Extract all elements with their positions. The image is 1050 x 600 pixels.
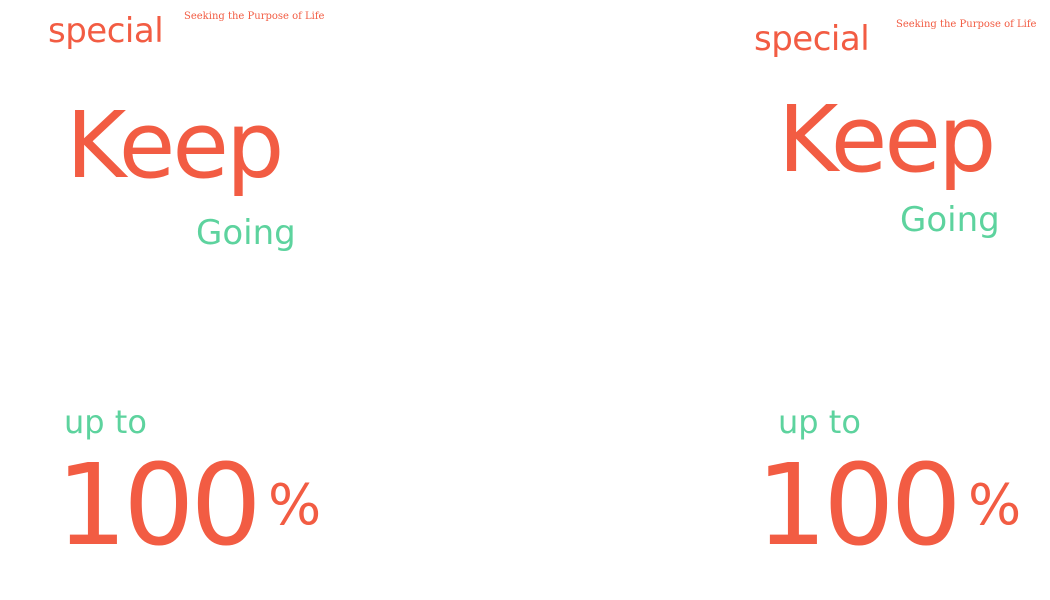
promo-panel-right: special Seeking the Purpose of Life Keep… [710,0,1050,600]
tagline: Seeking the Purpose of Life [896,19,1037,30]
keep-headline: Keep [66,92,284,199]
percent-sign: % [268,473,322,538]
up-to-label: up to [778,403,861,441]
discount-number: 100 [56,441,262,571]
special-label: special [48,11,164,51]
tagline: Seeking the Purpose of Life [184,11,325,22]
percent-sign: % [968,473,1022,538]
going-subheadline: Going [900,200,1000,240]
going-subheadline: Going [196,213,296,253]
keep-headline: Keep [778,86,996,193]
discount-number: 100 [756,441,962,571]
special-label: special [754,19,870,59]
up-to-label: up to [64,403,147,441]
promo-panel-left: special Seeking the Purpose of Life Keep… [0,0,340,600]
